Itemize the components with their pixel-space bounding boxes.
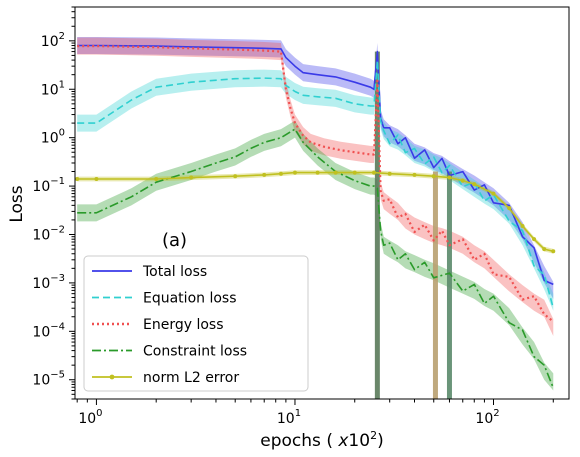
marker-norm-l2-error bbox=[94, 177, 99, 182]
band-equation-loss bbox=[77, 51, 554, 311]
line-norm-l2-error bbox=[77, 171, 554, 253]
x-tick-label: 101 bbox=[277, 408, 301, 427]
line-energy-loss bbox=[77, 44, 554, 323]
y-axis: 10−5 10−4 10−3 10−2 10−1 100 101 102 bbox=[32, 6, 75, 400]
x-tick-label: 100 bbox=[78, 408, 102, 427]
marker-norm-l2-error bbox=[447, 175, 452, 180]
marker-norm-l2-error bbox=[520, 223, 525, 228]
spike-bar bbox=[374, 51, 380, 399]
legend-box bbox=[83, 255, 309, 392]
y-tick-label: 10−5 bbox=[32, 370, 65, 389]
line-equation-loss bbox=[77, 59, 555, 309]
marker-norm-l2-error bbox=[75, 177, 80, 182]
marker-norm-l2-error bbox=[431, 174, 436, 179]
marker-norm-l2-error bbox=[507, 206, 512, 211]
marker-norm-l2-error bbox=[371, 170, 376, 175]
marker-norm-l2-error bbox=[262, 172, 267, 177]
marker-norm-l2-error bbox=[491, 191, 496, 196]
marker-norm-l2-error bbox=[472, 182, 477, 187]
y-axis-title: Loss bbox=[7, 185, 27, 222]
legend-marker bbox=[109, 374, 115, 380]
spike-bar bbox=[446, 171, 452, 399]
marker-norm-l2-error bbox=[532, 237, 537, 242]
marker-norm-l2-error bbox=[333, 170, 338, 175]
legend-label-constraint-loss: Constraint loss bbox=[143, 344, 247, 360]
legend-label-total-loss: Total loss bbox=[142, 264, 207, 280]
marker-norm-l2-error bbox=[460, 178, 465, 183]
y-tick-label: 10−1 bbox=[32, 176, 65, 195]
panel-label: (a) bbox=[162, 230, 187, 251]
band-total-loss bbox=[77, 37, 554, 299]
y-tick-label: 10−2 bbox=[32, 224, 65, 243]
marker-norm-l2-error bbox=[551, 249, 556, 254]
y-tick-label: 102 bbox=[41, 31, 65, 50]
legend-label-energy-loss: Energy loss bbox=[143, 317, 224, 333]
marker-norm-l2-error bbox=[352, 170, 357, 175]
marker-norm-l2-error bbox=[412, 172, 417, 177]
y-tick-label: 100 bbox=[41, 128, 65, 147]
marker-norm-l2-error bbox=[233, 174, 238, 179]
marker-norm-l2-error bbox=[387, 171, 392, 176]
marker-norm-l2-error bbox=[154, 177, 159, 182]
plot-frame bbox=[74, 6, 570, 400]
marker-norm-l2-error bbox=[189, 175, 194, 180]
line-constraint-loss bbox=[77, 128, 555, 389]
spike-bar bbox=[432, 171, 438, 399]
x-tick-label: 102 bbox=[475, 408, 499, 427]
series-lines bbox=[75, 44, 556, 389]
marker-norm-l2-error bbox=[315, 170, 320, 175]
marker-norm-l2-error bbox=[278, 171, 283, 176]
x-axis: 100 101 102 bbox=[76, 399, 554, 427]
x-axis-title: epochs ( x102) bbox=[260, 429, 383, 451]
vertical-spikes bbox=[374, 51, 452, 399]
y-tick-label: 10−4 bbox=[32, 321, 65, 340]
y-tick-label: 10−3 bbox=[32, 273, 65, 292]
y-tick-label: 101 bbox=[41, 79, 65, 98]
marker-norm-l2-error bbox=[292, 170, 297, 175]
marker-norm-l2-error bbox=[542, 247, 547, 252]
legend-label-norm-l2-error: norm L2 error bbox=[143, 370, 239, 386]
legend: Total loss Equation loss Energy loss Constr… bbox=[83, 255, 309, 392]
legend-label-equation-loss: Equation loss bbox=[143, 291, 237, 307]
